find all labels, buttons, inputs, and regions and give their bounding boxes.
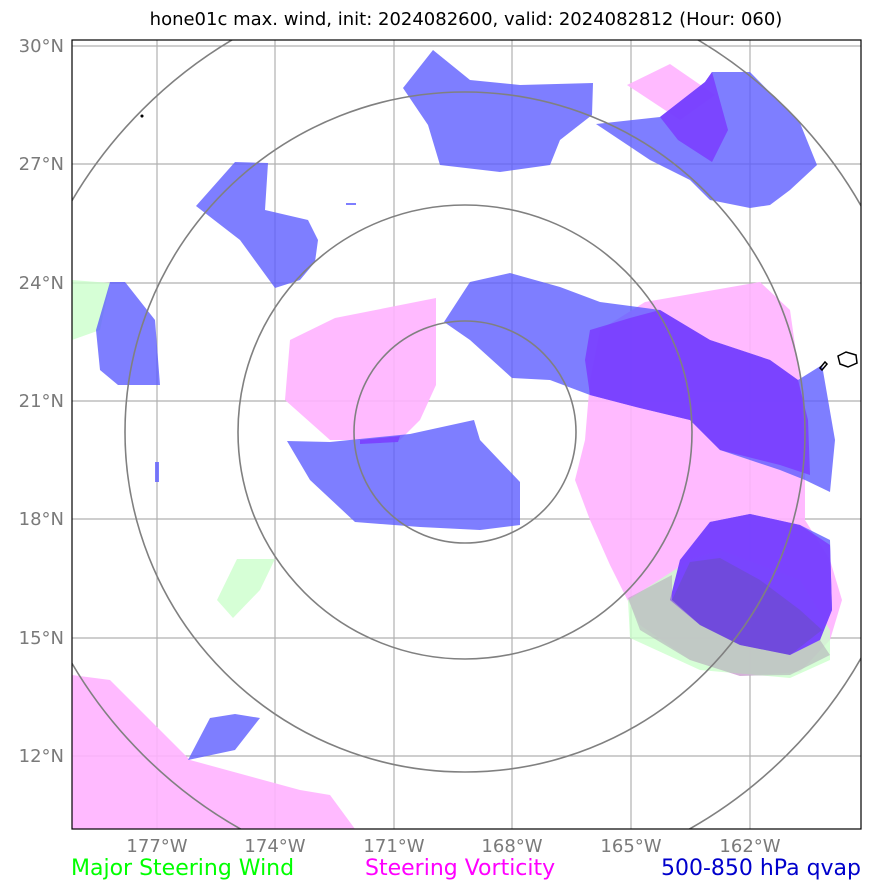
vorticity-area: [285, 298, 436, 440]
longitude-labels: 177°W 174°W 171°W 168°W 165°W 162°W: [126, 836, 780, 857]
island-dot: [140, 114, 144, 118]
qvap-area: [346, 203, 356, 205]
qvap-area: [155, 462, 159, 482]
legend-qvap: 500-850 hPa qvap: [660, 856, 861, 881]
lat-label: 18°N: [19, 509, 64, 530]
qvap-area: [287, 420, 520, 530]
lon-label: 174°W: [244, 836, 305, 857]
lat-label: 24°N: [19, 273, 64, 294]
lat-label: 12°N: [19, 746, 64, 767]
overlap-area: [360, 436, 400, 444]
overlap-area: [660, 72, 728, 162]
qvap-area: [196, 162, 318, 288]
graticule: [72, 40, 861, 829]
qvap-area: [403, 50, 593, 172]
lat-label: 27°N: [19, 154, 64, 175]
triple-overlap-layer: [672, 558, 822, 655]
lon-label: 177°W: [126, 836, 187, 857]
grey-overlap-layer: [628, 575, 830, 676]
distance-rings: [72, 40, 861, 829]
qvap-area: [188, 714, 260, 760]
triple-overlap-area: [672, 558, 822, 655]
legend-wind: Major Steering Wind: [71, 856, 295, 881]
vorticity-area: [72, 675, 355, 829]
island-outline: [818, 360, 829, 372]
lon-label: 168°W: [481, 836, 542, 857]
qvap-area: [96, 282, 160, 385]
lat-label: 15°N: [19, 628, 64, 649]
lon-label: 165°W: [600, 836, 661, 857]
latitude-labels: 30°N 27°N 24°N 21°N 18°N 15°N 12°N: [19, 36, 64, 767]
lat-label: 30°N: [19, 36, 64, 57]
island-coastlines: [140, 114, 858, 372]
plot-frame: [71, 39, 862, 830]
overlap-area: [585, 310, 810, 475]
grey-overlap-area: [628, 575, 830, 676]
map-title: hone01c max. wind, init: 2024082600, val…: [149, 9, 783, 30]
wind-area: [217, 559, 275, 618]
lon-label: 171°W: [363, 836, 424, 857]
lat-label: 21°N: [19, 391, 64, 412]
legend-vorticity: Steering Vorticity: [365, 856, 556, 881]
lon-label: 162°W: [719, 836, 780, 857]
island-outline: [837, 351, 858, 368]
